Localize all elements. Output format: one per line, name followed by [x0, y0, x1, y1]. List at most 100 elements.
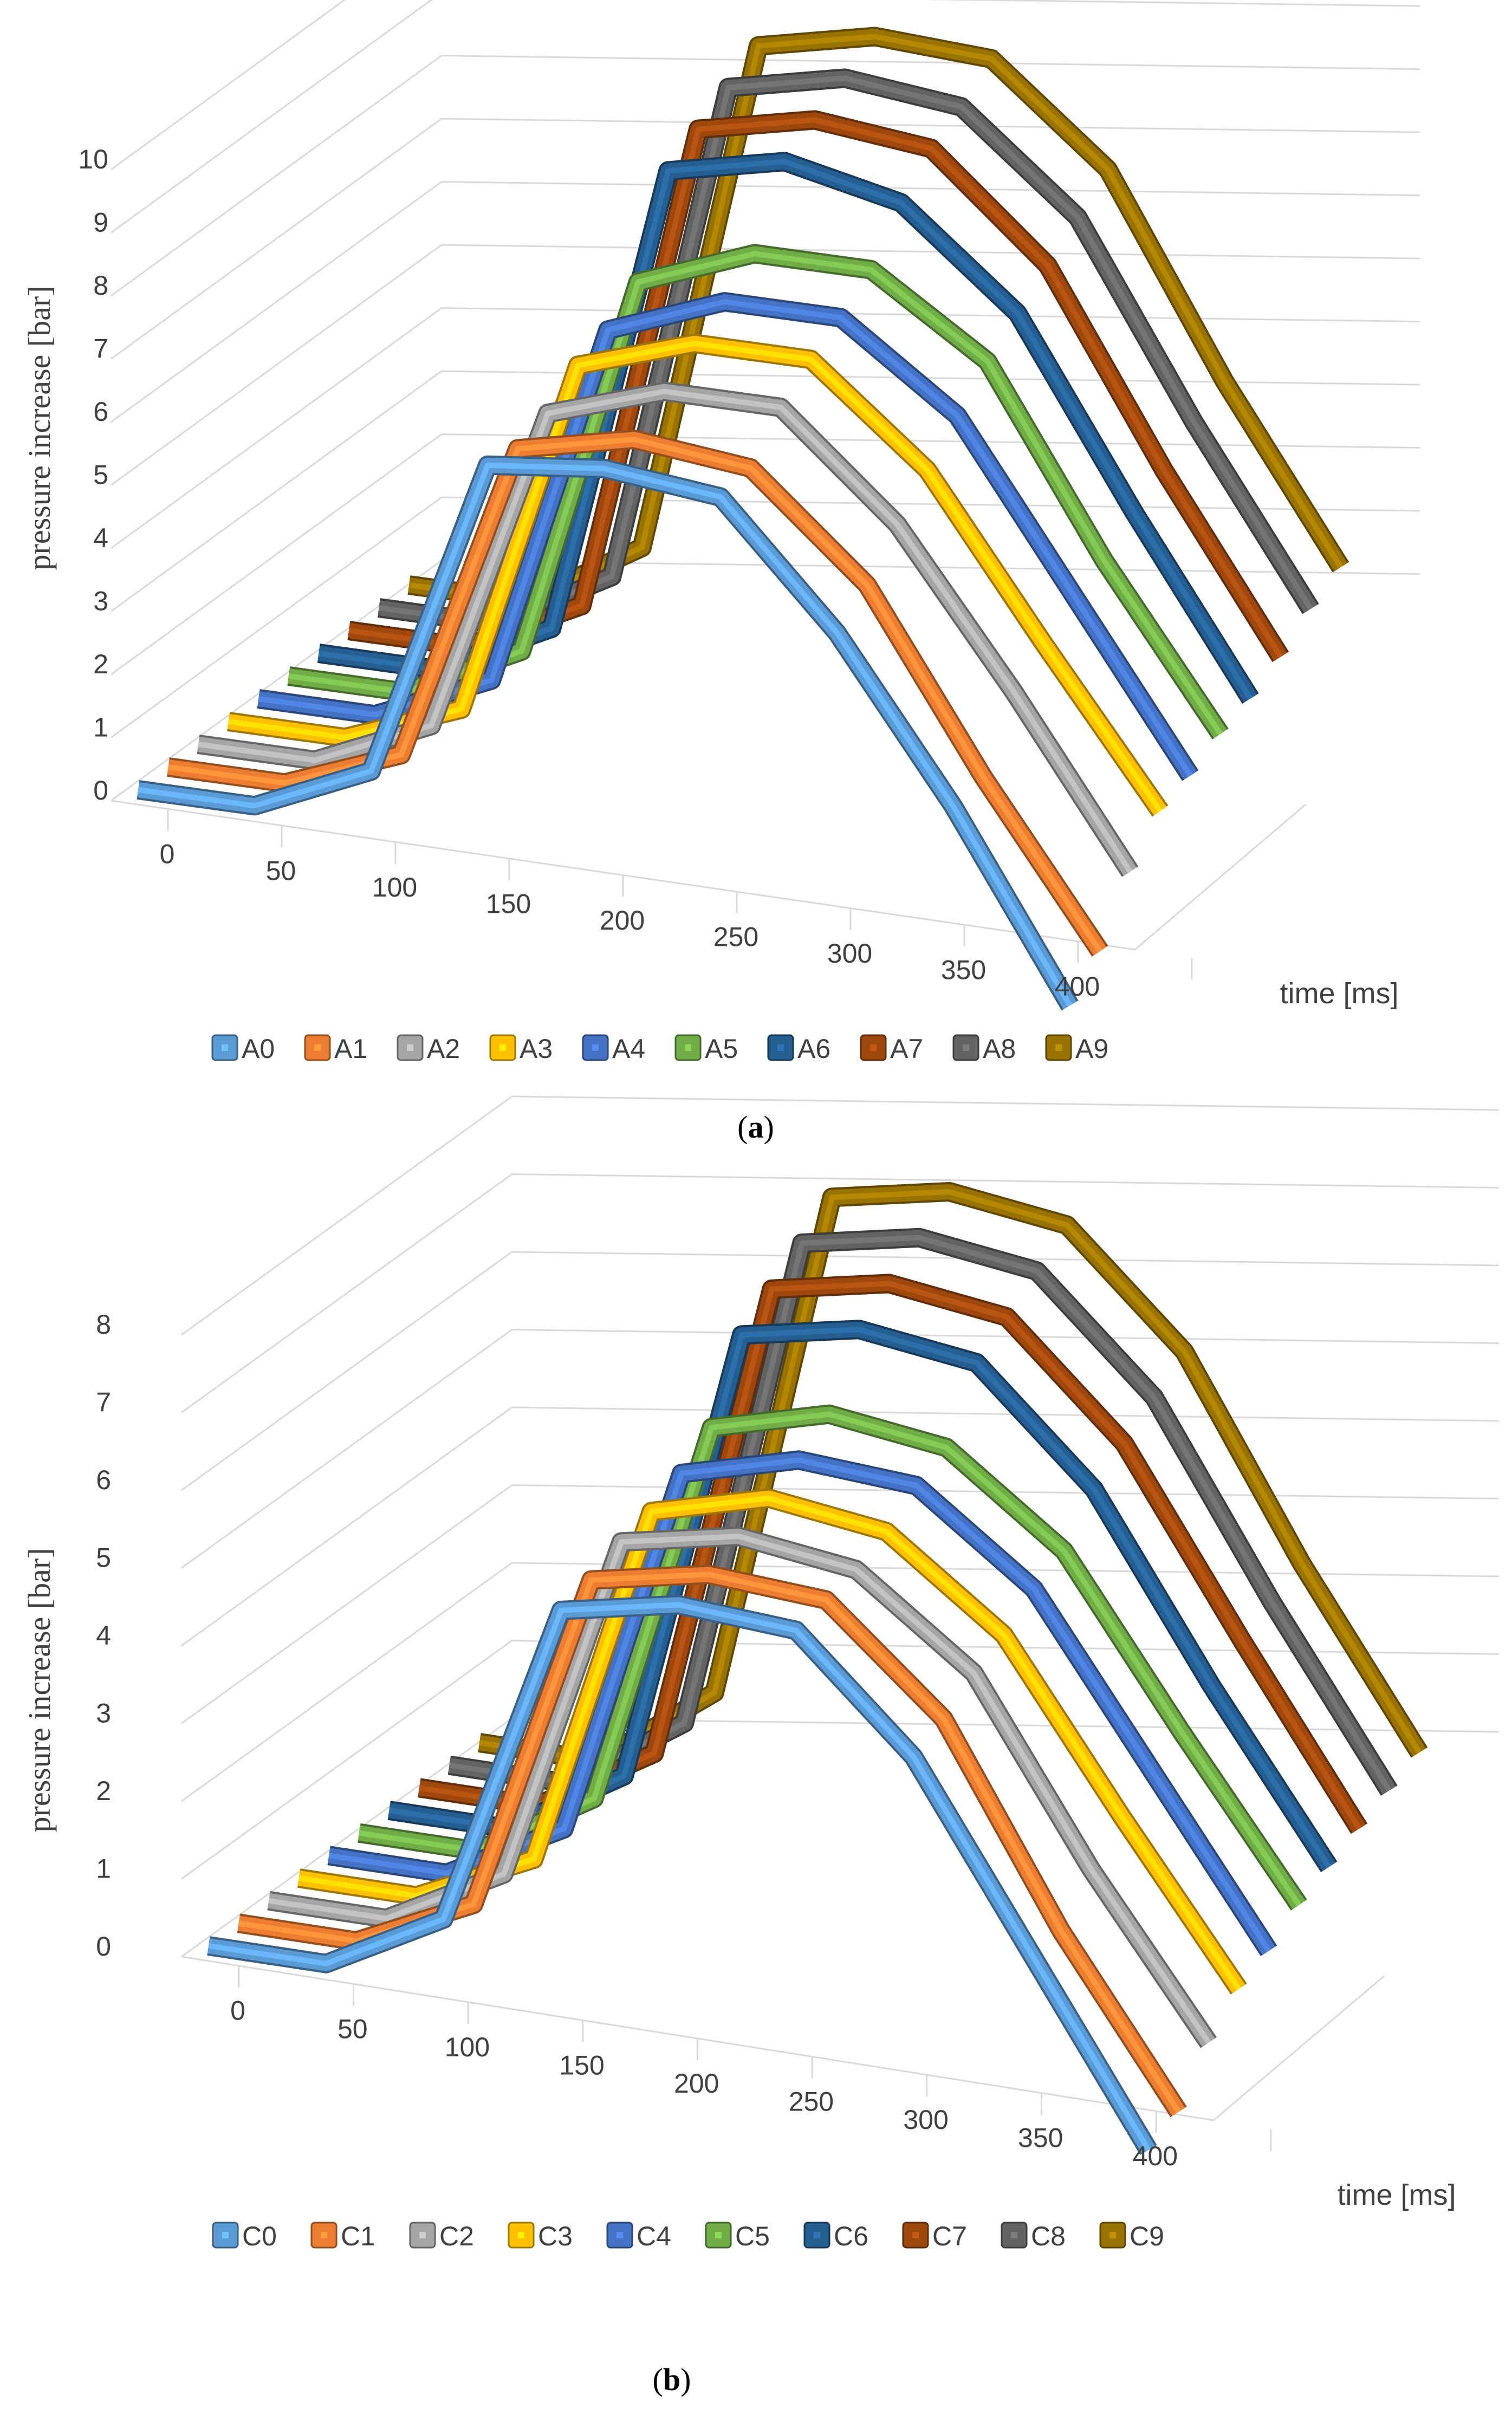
y-tick-label: 5 [93, 460, 108, 490]
legend-item-A6: A6 [767, 1034, 830, 1064]
legend: C0 C1 C2 C3 C4 C5 C6 C7 C8 C9 [212, 2221, 1164, 2251]
legend-swatch-dot [777, 1044, 784, 1051]
legend-swatch-dot [222, 1044, 228, 1051]
legend-swatch-dot [222, 2232, 229, 2238]
y-tick-label: 2 [93, 649, 108, 679]
x-tick-label: 150 [486, 888, 531, 919]
x-tick-label: 350 [1018, 2123, 1063, 2153]
legend-label: C0 [242, 2221, 277, 2251]
chart-floor [181, 1956, 1385, 2151]
legend-swatch-dot [314, 1044, 321, 1051]
legend-label: C9 [1130, 2221, 1164, 2251]
gridline [181, 1251, 1499, 1491]
y-tick-label: 5 [96, 1543, 111, 1573]
x-tick-label: 300 [827, 938, 872, 969]
series-line-C0 [207, 1595, 1157, 2155]
legend-swatch-dot [407, 1044, 413, 1051]
gridline [181, 1562, 1499, 1802]
legend-item-C8: C8 [1001, 2221, 1066, 2251]
legend-label: A5 [705, 1034, 738, 1064]
legend-item-C6: C6 [803, 2221, 868, 2251]
x-tick-label: 300 [903, 2105, 948, 2135]
legend-label: C4 [637, 2221, 671, 2251]
legend-item-A7: A7 [860, 1034, 923, 1064]
y-tick-label: 0 [93, 775, 108, 806]
series-line-A2 [197, 381, 1139, 877]
legend-swatch-dot [685, 1044, 691, 1051]
legend-label: C8 [1031, 2221, 1066, 2251]
series-highlight [138, 462, 1073, 1007]
x-tick-labels: 0 50 100 150 200 250 300 350 400 [160, 839, 1100, 1002]
series-highlight [167, 437, 1102, 953]
y-tick-label: 4 [96, 1620, 111, 1651]
legend-label: A1 [334, 1034, 367, 1064]
floor-edge [111, 800, 1306, 951]
chart-floor [111, 800, 1306, 980]
y-tick-label: 6 [96, 1465, 111, 1495]
x-tick-label: 200 [600, 905, 645, 936]
x-tick-label: 250 [789, 2087, 834, 2117]
y-tick-label: 3 [93, 586, 108, 616]
series-highlight [268, 1534, 1211, 2044]
legend-label: A8 [983, 1034, 1016, 1064]
x-tick-label: 400 [1133, 2141, 1178, 2171]
legend-item-A0: A0 [211, 1034, 275, 1064]
y-tick-label: 9 [93, 207, 108, 238]
legend-label: C3 [538, 2221, 573, 2251]
legend-label: A9 [1075, 1034, 1108, 1064]
panel-caption-b: (b) [653, 2362, 691, 2397]
gridline [181, 1173, 1499, 1413]
grid-lines [111, 0, 1420, 802]
y-tick-label: 10 [78, 144, 108, 174]
x-tick-label: 0 [230, 1996, 245, 2026]
legend-swatch-dot [912, 2232, 919, 2238]
gridline [181, 1639, 1499, 1880]
y-tick-label: 6 [93, 397, 108, 427]
y-tick-labels: 0 1 2 3 4 5 6 7 8 9 10 [78, 144, 108, 806]
legend-label: C7 [932, 2221, 967, 2251]
x-axis-label: time [ms] [1280, 977, 1398, 1010]
legend-item-C9: C9 [1099, 2221, 1164, 2251]
y-tick-label: 8 [96, 1309, 111, 1340]
legend-item-A9: A9 [1045, 1034, 1108, 1064]
series-highlight [198, 388, 1133, 873]
legend-item-A4: A4 [582, 1034, 645, 1064]
legend-item-C1: C1 [310, 2221, 375, 2251]
gridline [181, 1484, 1499, 1724]
legend-item-C0: C0 [212, 2221, 277, 2251]
gridline [111, 0, 346, 171]
legend-item-A3: A3 [489, 1034, 553, 1064]
y-tick-label: 8 [93, 270, 108, 301]
y-tick-label: 3 [96, 1698, 111, 1729]
gridline [111, 307, 1420, 549]
legend-swatch-dot [518, 2232, 524, 2238]
legend-label: A4 [612, 1034, 645, 1064]
legend-label: A2 [427, 1034, 460, 1064]
legend-label: A0 [242, 1034, 275, 1064]
legend-label: C1 [341, 2221, 375, 2251]
x-tick-label: 350 [941, 955, 986, 985]
legend-label: C5 [735, 2221, 770, 2251]
y-tick-label: 4 [93, 523, 108, 553]
legend-swatch-dot [592, 1044, 599, 1051]
gridline [111, 496, 1420, 738]
gridline [181, 1095, 1499, 1336]
series-line-C2 [267, 1527, 1217, 2048]
legend-item-C5: C5 [705, 2221, 770, 2251]
legend-swatch-dot [617, 2232, 623, 2238]
legend-swatch-dot [321, 2232, 327, 2238]
series-line-A0 [137, 455, 1079, 1011]
x-tick-label: 200 [674, 2068, 719, 2099]
gridline [111, 55, 1420, 297]
x-tick-label: 100 [445, 2032, 490, 2062]
legend-swatch-dot [870, 1044, 877, 1051]
series-lines [137, 27, 1349, 1011]
legend-swatch-dot [499, 1044, 506, 1051]
gridline [111, 181, 1420, 423]
y-tick-label: 1 [93, 712, 108, 743]
chart-a: 0 1 2 3 4 5 6 7 8 9 10 0 50 100 150 200 250 300 350 400 pr… [22, 0, 1420, 1145]
legend-label: C6 [834, 2221, 868, 2251]
series-line-A1 [167, 430, 1108, 957]
y-axis-label: pressure increase [bar] [22, 1548, 57, 1833]
